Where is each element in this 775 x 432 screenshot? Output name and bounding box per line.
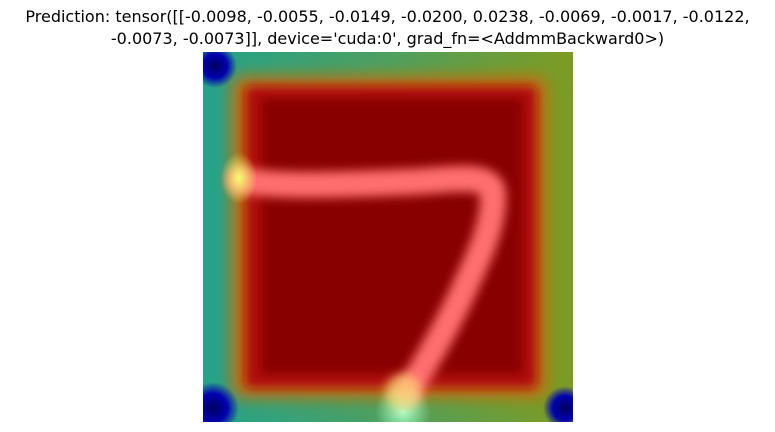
corner-spot-bottom-right xyxy=(543,386,573,422)
plot-title-line-2: -0.0073, -0.0073]], device='cuda:0', gra… xyxy=(110,29,665,48)
corner-spot-bottom-left xyxy=(203,382,239,422)
stroke-glow-left xyxy=(221,152,257,204)
plot-title: Prediction: tensor([[-0.0098, -0.0055, -… xyxy=(0,6,775,50)
corner-spot-top-left xyxy=(203,52,237,88)
digit-stroke xyxy=(226,165,507,405)
heatmap-overlay-image xyxy=(203,52,573,422)
plot-title-line-1: Prediction: tensor([[-0.0098, -0.0055, -… xyxy=(25,7,750,26)
